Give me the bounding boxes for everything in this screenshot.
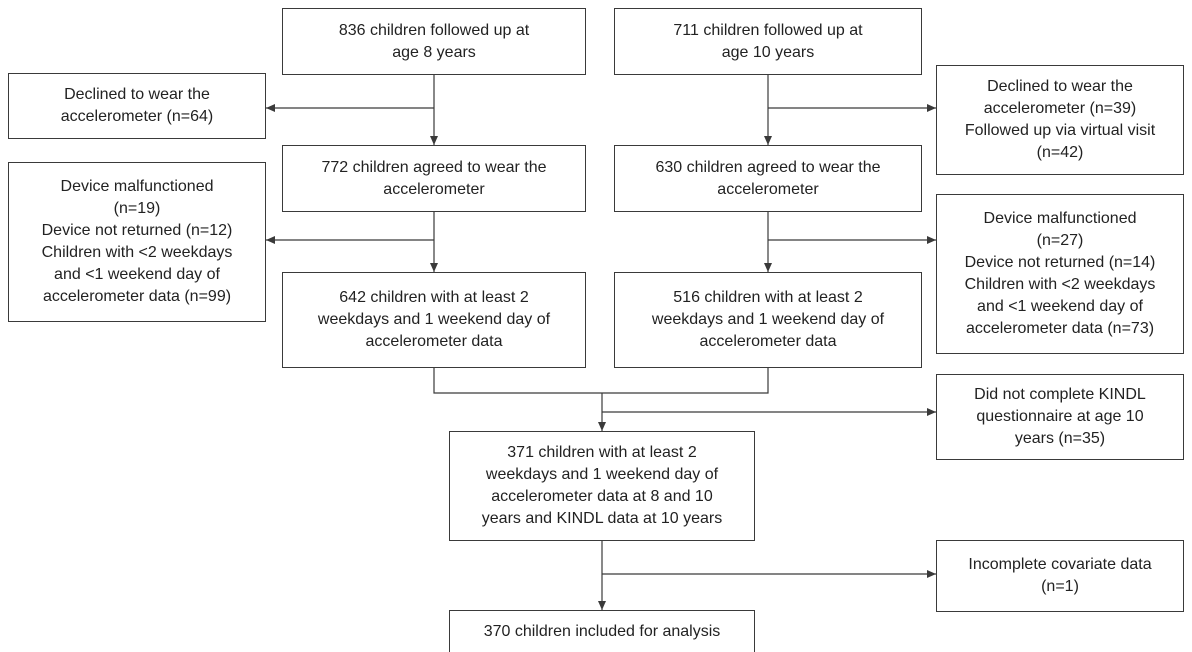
box-text: Device malfunctioned (n=19) Device not r… bbox=[41, 178, 233, 305]
box-final: 370 children included for analysis bbox=[449, 610, 755, 652]
box-age8-followed: 836 children followed up at age 8 years bbox=[282, 8, 586, 75]
box-text: 371 children with at least 2 weekdays an… bbox=[481, 444, 723, 527]
box-age8-excluded: Device malfunctioned (n=19) Device not r… bbox=[8, 162, 266, 322]
box-text: Declined to wear the accelerometer (n=39… bbox=[964, 78, 1156, 161]
box-age8-valid: 642 children with at least 2 weekdays an… bbox=[282, 272, 586, 368]
box-text: Device malfunctioned (n=27) Device not r… bbox=[964, 210, 1156, 337]
box-text: 370 children included for analysis bbox=[483, 622, 721, 640]
box-age10-valid: 516 children with at least 2 weekdays an… bbox=[614, 272, 922, 368]
box-age10-declined: Declined to wear the accelerometer (n=39… bbox=[936, 65, 1184, 175]
box-age8-declined: Declined to wear the accelerometer (n=64… bbox=[8, 73, 266, 139]
box-text: Declined to wear the accelerometer (n=64… bbox=[60, 86, 214, 125]
box-text: 642 children with at least 2 weekdays an… bbox=[317, 289, 551, 350]
box-age8-agreed: 772 children agreed to wear the accelero… bbox=[282, 145, 586, 212]
box-age10-excluded: Device malfunctioned (n=27) Device not r… bbox=[936, 194, 1184, 354]
box-text: 836 children followed up at age 8 years bbox=[338, 21, 530, 61]
box-text: Incomplete covariate data (n=1) bbox=[968, 556, 1152, 595]
box-text: 516 children with at least 2 weekdays an… bbox=[651, 289, 885, 350]
box-text: Did not complete KINDL questionnaire at … bbox=[974, 386, 1146, 447]
box-covariate-missing: Incomplete covariate data (n=1) bbox=[936, 540, 1184, 612]
box-text: 711 children followed up at age 10 years bbox=[673, 21, 863, 61]
box-text: 630 children agreed to wear the accelero… bbox=[655, 158, 881, 198]
box-text: 772 children agreed to wear the accelero… bbox=[321, 158, 547, 198]
box-kindl-missing: Did not complete KINDL questionnaire at … bbox=[936, 374, 1184, 460]
box-combined: 371 children with at least 2 weekdays an… bbox=[449, 431, 755, 541]
merge-connector bbox=[433, 368, 769, 394]
box-age10-agreed: 630 children agreed to wear the accelero… bbox=[614, 145, 922, 212]
box-age10-followed: 711 children followed up at age 10 years bbox=[614, 8, 922, 75]
